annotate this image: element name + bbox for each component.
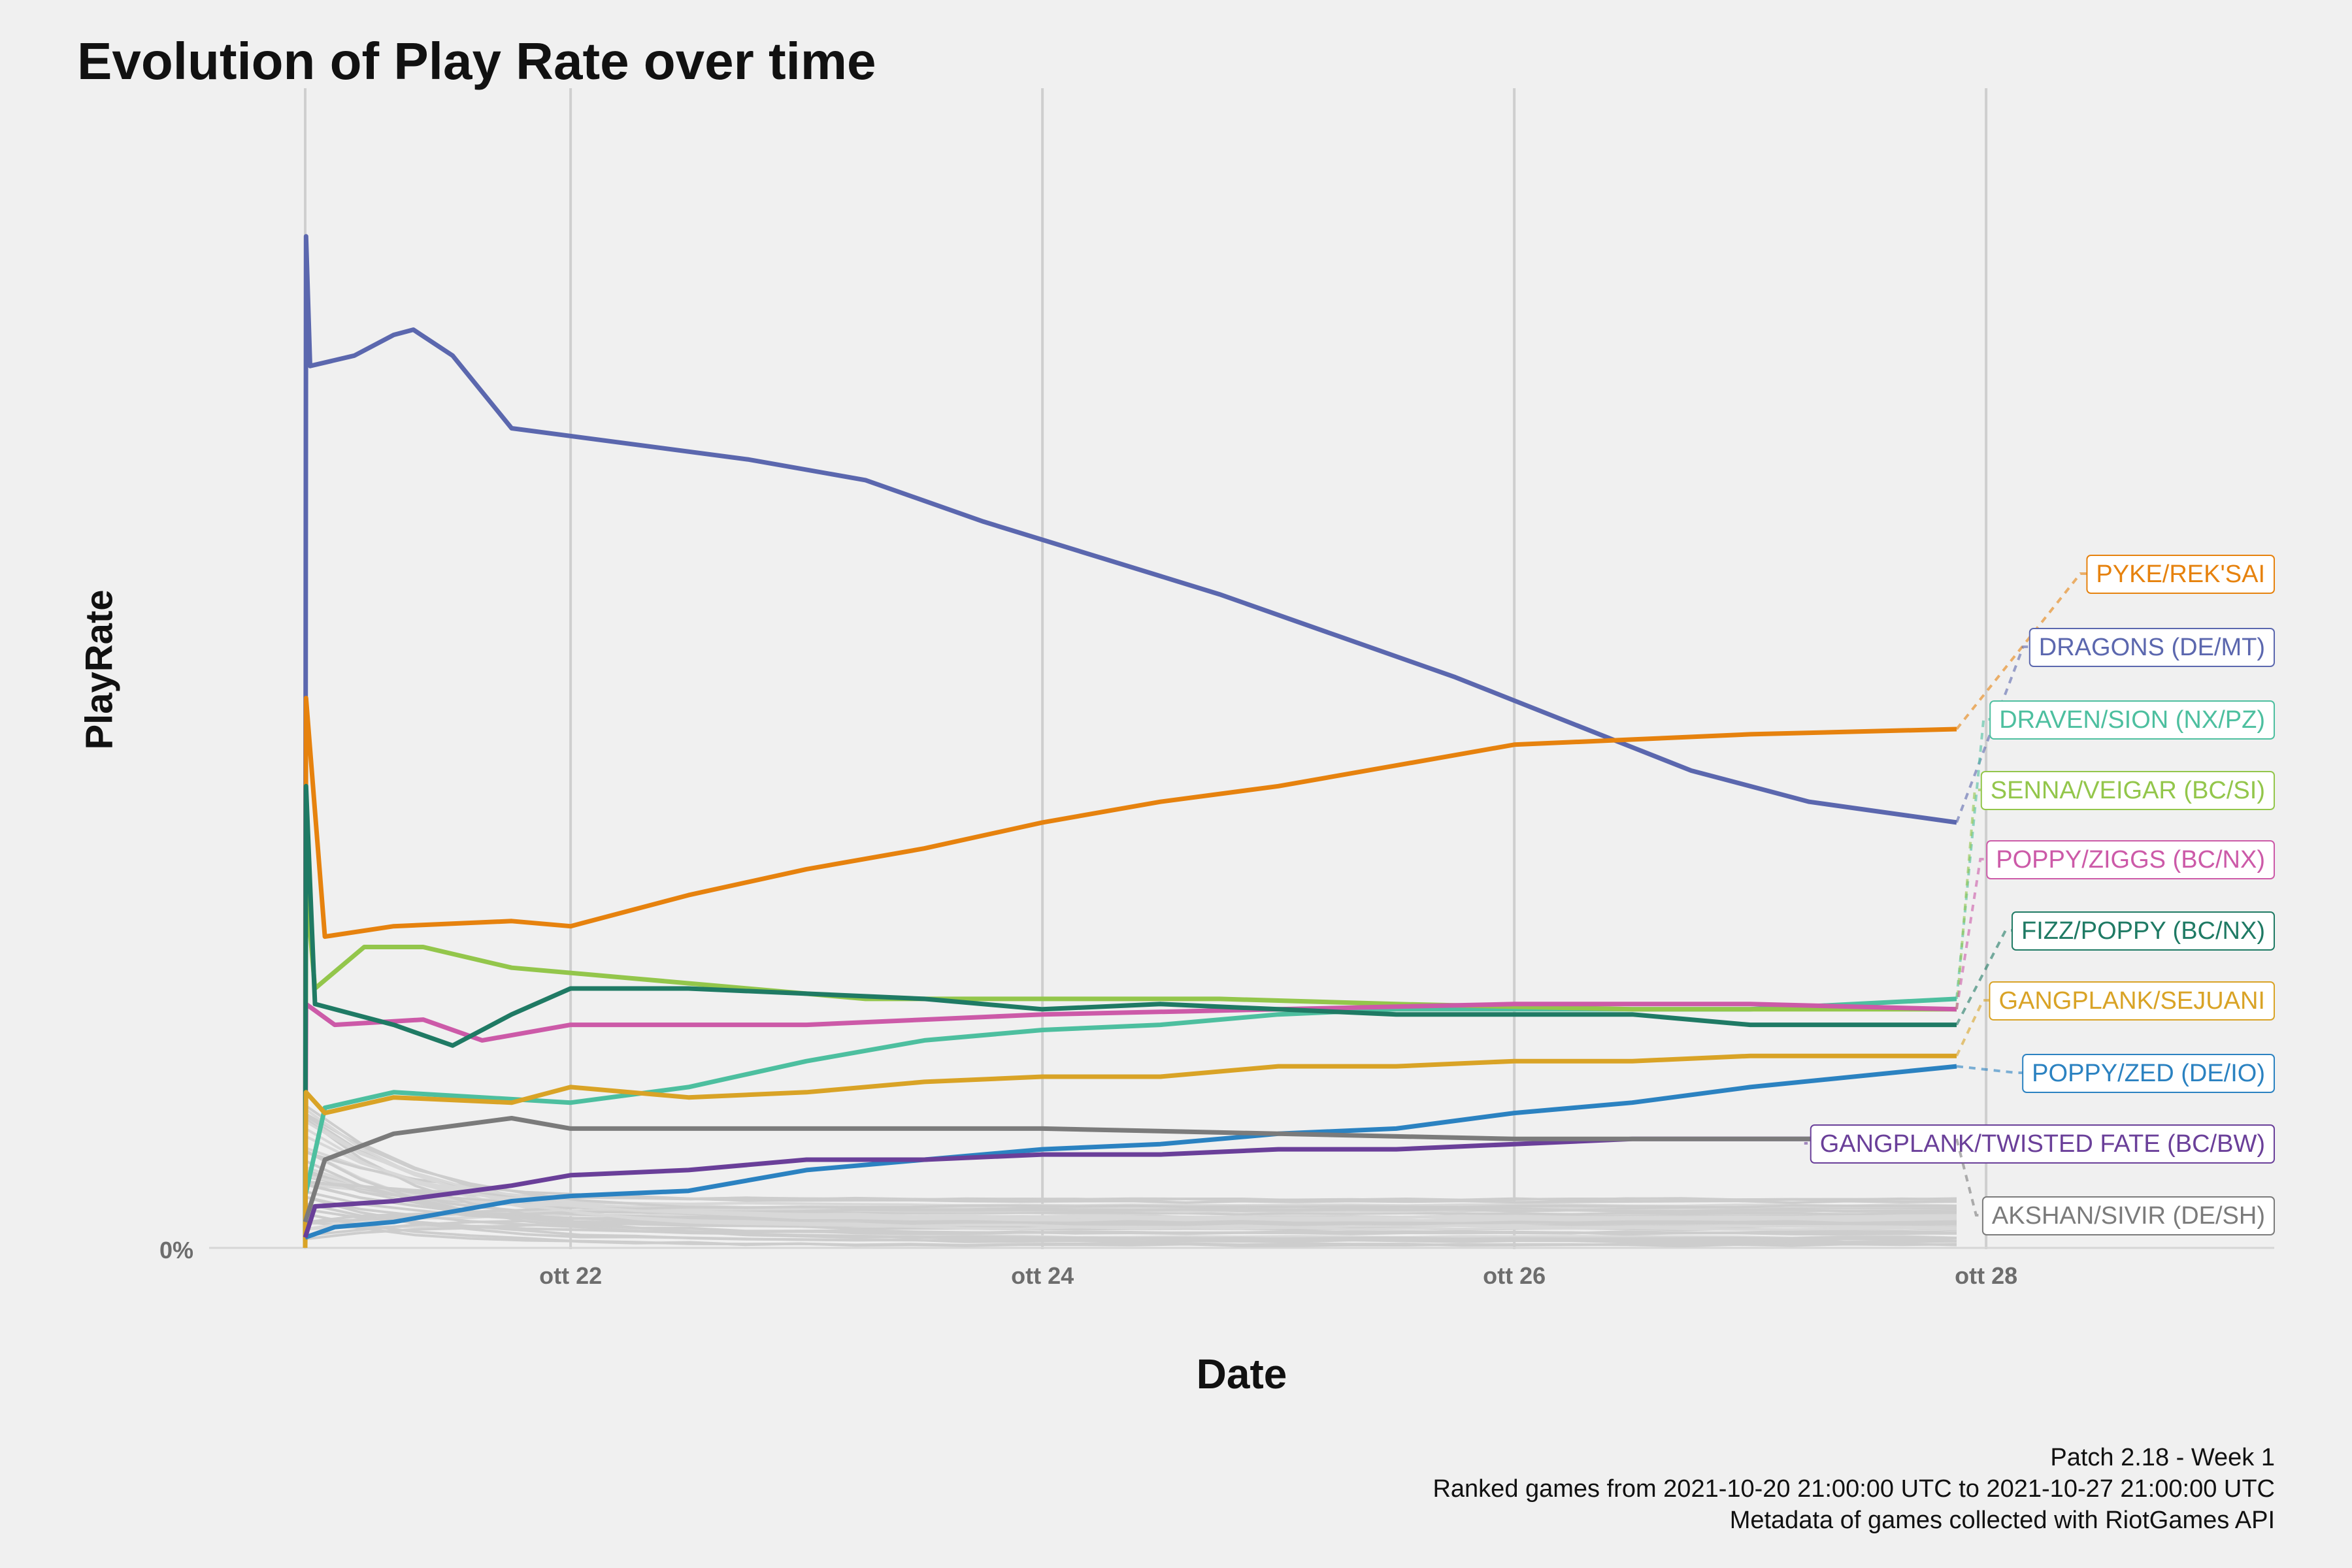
- series-end-label-box: [2086, 555, 2275, 594]
- series-end-label-box: [1989, 981, 2275, 1021]
- y-tick-label: 0%: [159, 1237, 193, 1264]
- series-end-label: GANGPLANK/SEJUANI: [1955, 981, 2275, 1057]
- series-line: [303, 1002, 1957, 1249]
- series-line: [304, 1064, 1957, 1240]
- series-end-label: POPPY/ZIGGS (BC/NX): [1955, 840, 2275, 1010]
- background-series-line: [304, 1112, 1957, 1216]
- series-end-label-box: [1981, 1196, 2275, 1235]
- series-end-label-text: DRAVEN/SION (NX/PZ): [1999, 706, 2265, 734]
- axis-tick-labels: ott 22 ott 24 ott 26 ott 28 0%: [159, 1237, 2017, 1289]
- series-end-label-text: DRAGONS (DE/MT): [2039, 634, 2265, 661]
- series-end-label-box: [1810, 1124, 2275, 1164]
- series-end-label-text: POPPY/ZED (DE/IO): [2032, 1060, 2265, 1087]
- series-end-label-text: FIZZ/POPPY (BC/NX): [2021, 917, 2265, 945]
- x-tick-label: ott 24: [1011, 1262, 1074, 1289]
- series-end-label-box: [2011, 911, 2275, 951]
- series-end-label-box: [1980, 771, 2275, 810]
- series-end-label: DRAVEN/SION (NX/PZ): [1955, 700, 2275, 1000]
- background-series-line: [305, 1135, 1957, 1220]
- chart-title: Evolution of Play Rate over time: [77, 32, 876, 90]
- series-lines: [303, 234, 1957, 1249]
- series-line: [303, 783, 1957, 1249]
- background-series-lines: [304, 1104, 1957, 1248]
- caption-line: Metadata of games collected with RiotGam…: [1729, 1507, 2275, 1534]
- series-end-label-connector: [1955, 789, 1981, 1009]
- series-end-label-connector: [1956, 1065, 2023, 1074]
- series-line: [303, 695, 1957, 1249]
- series-end-label-box: [1986, 840, 2275, 879]
- series-line: [303, 996, 1957, 1197]
- x-tick-label: ott 22: [539, 1262, 602, 1289]
- background-series-line: [305, 1149, 1957, 1241]
- series-end-label-box: [1989, 700, 2275, 740]
- series-line: [303, 1116, 1957, 1223]
- series-end-label-text: AKSHAN/SIVIR (DE/SH): [1992, 1202, 2265, 1230]
- series-end-label: SENNA/VEIGAR (BC/SI): [1955, 771, 2275, 1009]
- background-series-line: [305, 1213, 1957, 1248]
- series-line: [303, 234, 1957, 1249]
- series-end-label-connector: [1955, 858, 1987, 1010]
- series-end-label-text: POPPY/ZIGGS (BC/NX): [1996, 846, 2265, 874]
- background-series-line: [305, 1202, 1957, 1244]
- series-end-label-text: PYKE/REK'SAI: [2096, 561, 2265, 588]
- series-line: [303, 1053, 1957, 1249]
- series-line: [303, 1136, 1957, 1239]
- caption-line: Ranked games from 2021-10-20 21:00:00 UT…: [1433, 1475, 2275, 1503]
- background-series-line: [304, 1107, 1957, 1231]
- series-end-label-connector: [1955, 572, 2087, 730]
- series-end-label-connector: [1955, 1138, 1983, 1217]
- series-line: [303, 882, 1957, 1249]
- series-end-label-connector: [1955, 999, 1990, 1057]
- series-end-label: GANGPLANK/TWISTED FATE (BC/BW): [1804, 1124, 2275, 1164]
- series-end-label: DRAGONS (DE/MT): [1955, 628, 2275, 823]
- series-end-label-box: [2029, 628, 2275, 667]
- series-end-label: FIZZ/POPPY (BC/NX): [1955, 911, 2275, 1026]
- series-end-label-text: GANGPLANK/SEJUANI: [1998, 987, 2265, 1015]
- grid-lines: [209, 88, 2274, 1249]
- x-axis-title: Date: [1196, 1350, 1287, 1397]
- series-end-label-text: GANGPLANK/TWISTED FATE (BC/BW): [1820, 1130, 2265, 1158]
- series-end-label-text: SENNA/VEIGAR (BC/SI): [1991, 777, 2265, 804]
- background-series-line: [305, 1208, 1957, 1235]
- series-end-labels: PYKE/REK'SAI DRAGONS (DE/MT) DRAVEN/SION (…: [1804, 555, 2275, 1235]
- caption: Patch 2.18 - Week 1 Ranked games from 20…: [1433, 1442, 2275, 1536]
- x-tick-label: ott 28: [1955, 1262, 2017, 1289]
- series-end-label: AKSHAN/SIVIR (DE/SH): [1955, 1138, 2275, 1235]
- series-end-label: POPPY/ZED (DE/IO): [1956, 1054, 2275, 1093]
- series-end-label: PYKE/REK'SAI: [1955, 555, 2275, 730]
- x-tick-label: ott 26: [1483, 1262, 1546, 1289]
- series-end-label-box: [2022, 1054, 2275, 1093]
- caption-line: Patch 2.18 - Week 1: [2050, 1444, 2275, 1471]
